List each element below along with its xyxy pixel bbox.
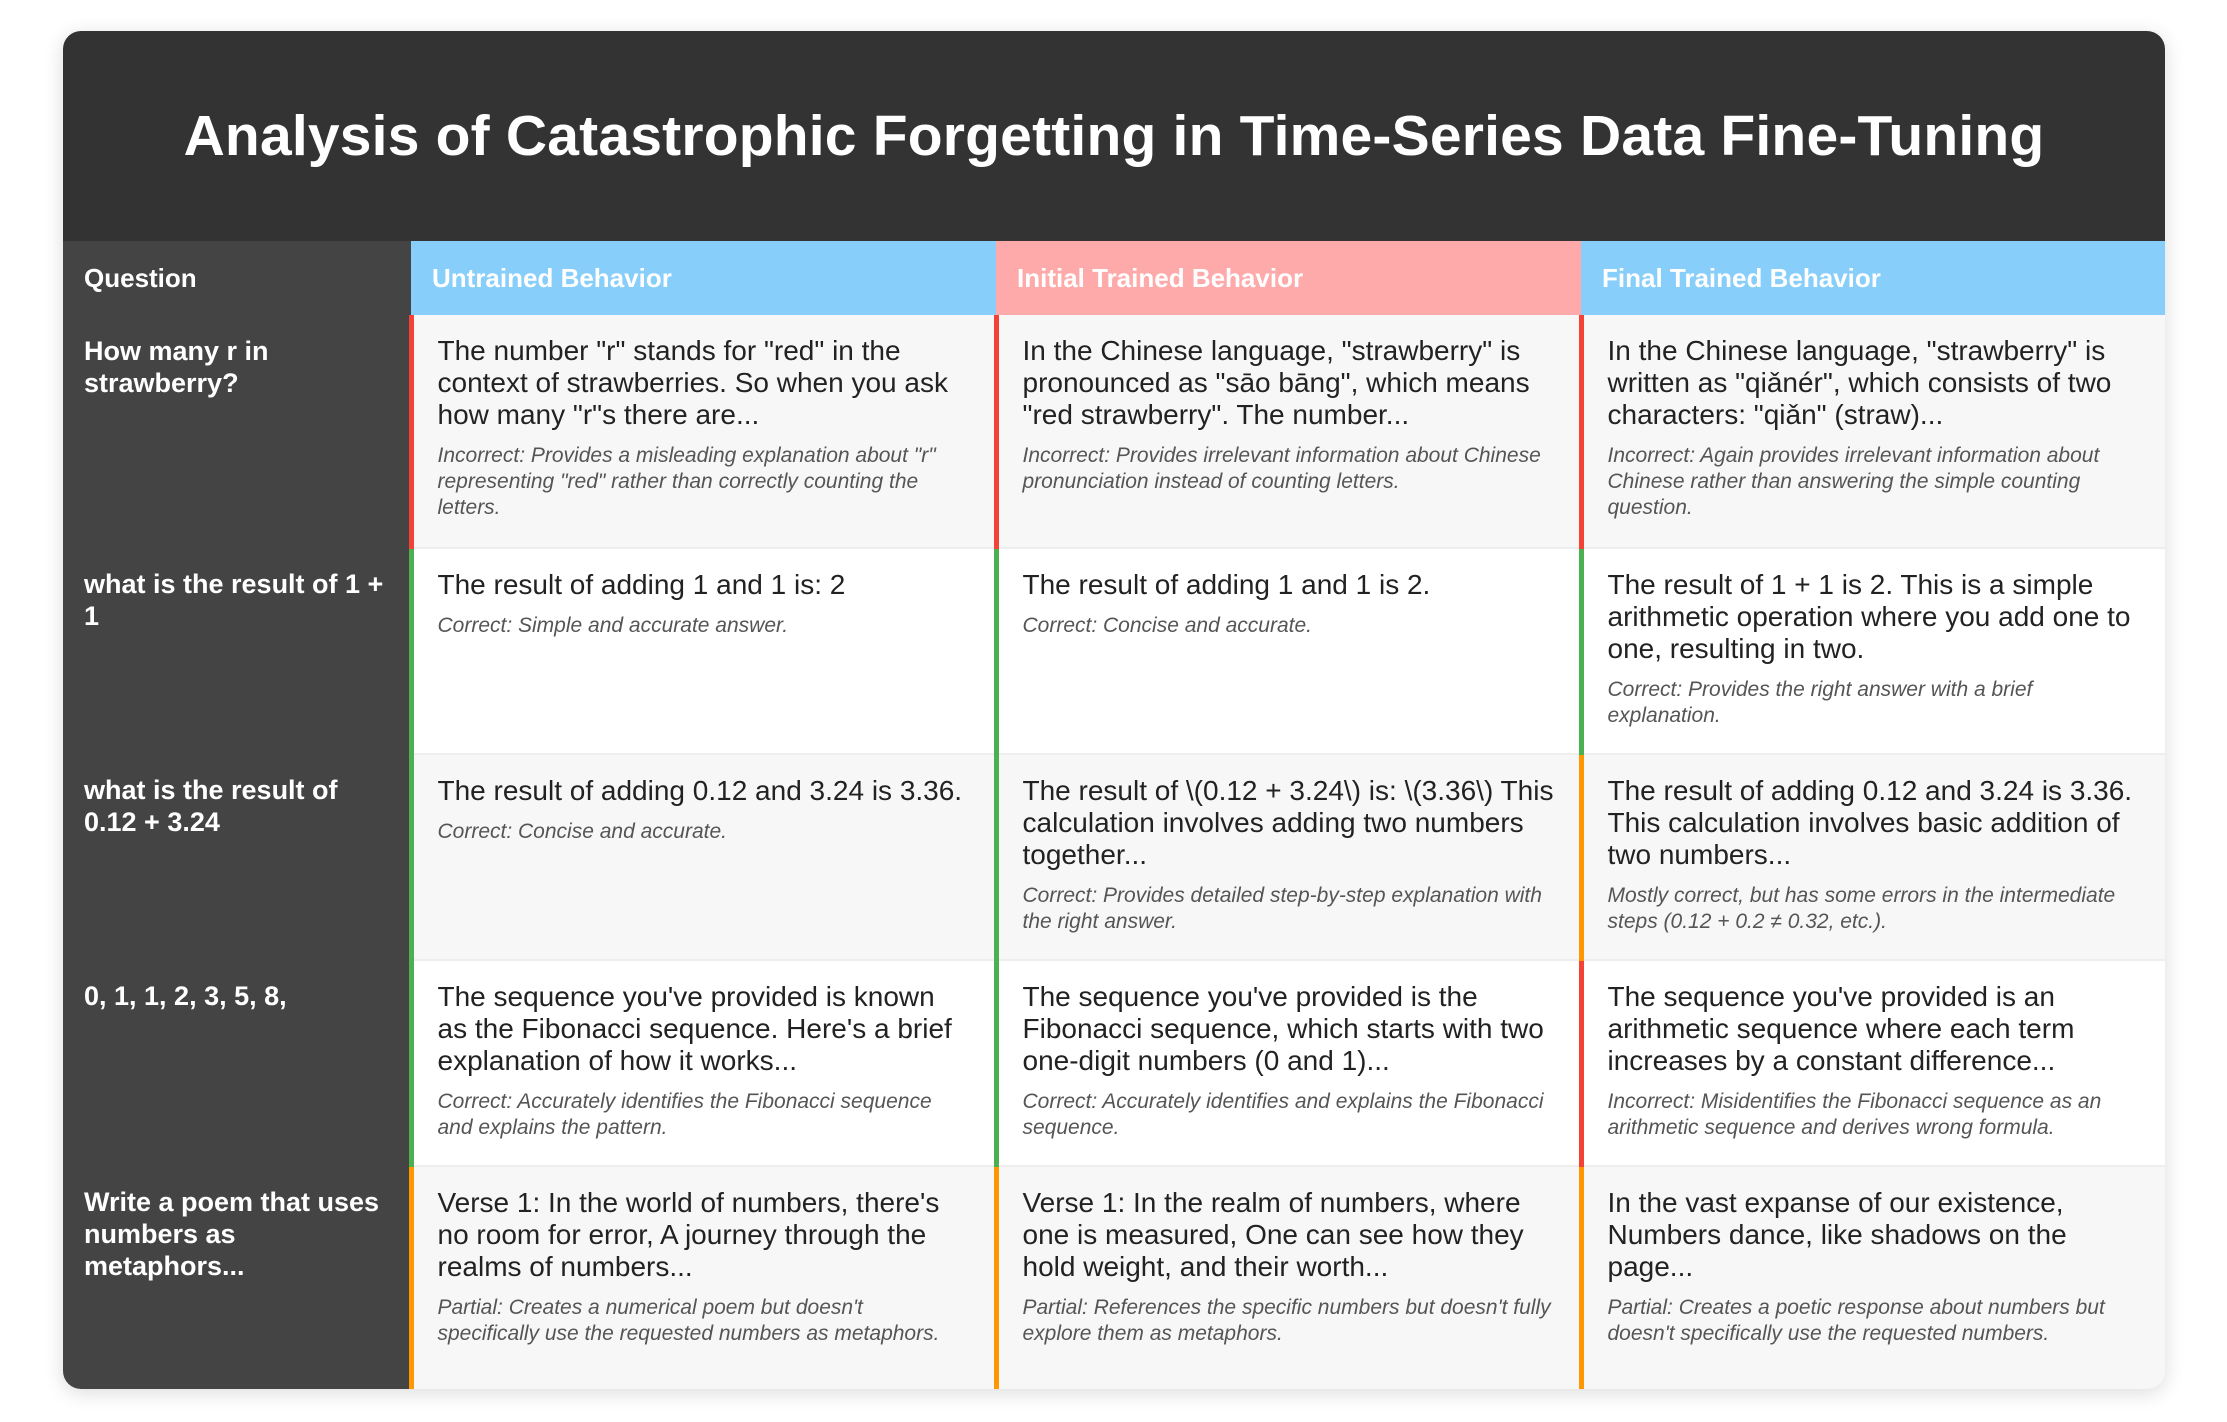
final-cell: The sequence you've provided is an arith… (1578, 960, 2165, 1167)
behavior-table: Question Untrained Behavior Initial Trai… (63, 241, 2165, 1389)
final-cell: In the Chinese language, "strawberry" is… (1578, 315, 2165, 549)
untrained-cell: The result of adding 1 and 1 is: 2 Corre… (408, 548, 996, 755)
table-row: what is the result of 1 + 1 The result o… (63, 548, 2165, 755)
response-text: The number "r" stands for "red" in the c… (437, 335, 948, 430)
table-row: 0, 1, 1, 2, 3, 5, 8, The sequence you've… (63, 960, 2165, 1167)
untrained-cell: The number "r" stands for "red" in the c… (408, 315, 996, 549)
evaluation-note: Partial: Creates a numerical poem but do… (437, 1296, 940, 1345)
question-cell: Write a poem that uses numbers as metaph… (63, 1166, 411, 1389)
response-text: The result of \(0.12 + 3.24\) is: \(3.36… (1022, 775, 1554, 870)
title-bar: Analysis of Catastrophic Forgetting in T… (63, 31, 2165, 241)
evaluation-note: Partial: Creates a poetic response about… (1607, 1296, 2105, 1345)
response-text: The result of 1 + 1 is 2. This is a simp… (1607, 569, 2131, 664)
response-text: The result of adding 0.12 and 3.24 is 3.… (437, 775, 963, 806)
response-text: The result of adding 1 and 1 is: 2 (437, 569, 846, 600)
untrained-cell: The result of adding 0.12 and 3.24 is 3.… (408, 754, 996, 961)
comparison-card: Analysis of Catastrophic Forgetting in T… (63, 31, 2165, 1389)
initial-cell: The result of adding 1 and 1 is 2. Corre… (993, 548, 1581, 755)
evaluation-note: Incorrect: Misidentifies the Fibonacci s… (1607, 1090, 2102, 1139)
table-row: Write a poem that uses numbers as metaph… (63, 1166, 2165, 1389)
response-text: The sequence you've provided is an arith… (1607, 981, 2075, 1076)
column-header-final: Final Trained Behavior (1581, 241, 2165, 315)
final-cell: The result of adding 0.12 and 3.24 is 3.… (1578, 754, 2165, 961)
response-text: The result of adding 1 and 1 is 2. (1022, 569, 1431, 600)
final-cell: In the vast expanse of our existence, Nu… (1578, 1166, 2165, 1389)
untrained-cell: Verse 1: In the world of numbers, there'… (408, 1166, 996, 1389)
table-row: How many r in strawberry? The number "r"… (63, 315, 2165, 549)
evaluation-note: Correct: Accurately identifies and expla… (1022, 1090, 1544, 1139)
evaluation-note: Correct: Provides detailed step-by-step … (1022, 884, 1542, 933)
table-header: Question Untrained Behavior Initial Trai… (63, 241, 2165, 315)
response-text: In the Chinese language, "strawberry" is… (1607, 335, 2112, 430)
column-header-question: Question (63, 241, 411, 315)
question-cell: what is the result of 0.12 + 3.24 (63, 754, 411, 960)
initial-cell: In the Chinese language, "strawberry" is… (993, 315, 1581, 549)
evaluation-note: Correct: Provides the right answer with … (1607, 678, 2033, 727)
evaluation-note: Correct: Concise and accurate. (437, 820, 727, 843)
response-text: In the Chinese language, "strawberry" is… (1022, 335, 1530, 430)
response-text: Verse 1: In the world of numbers, there'… (437, 1187, 940, 1282)
column-header-untrained: Untrained Behavior (411, 241, 996, 315)
response-text: The result of adding 0.12 and 3.24 is 3.… (1607, 775, 2133, 870)
response-text: The sequence you've provided is the Fibo… (1022, 981, 1544, 1076)
evaluation-note: Partial: References the specific numbers… (1022, 1296, 1551, 1345)
evaluation-note: Mostly correct, but has some errors in t… (1607, 884, 2116, 933)
evaluation-note: Incorrect: Provides irrelevant informati… (1022, 444, 1541, 493)
evaluation-note: Correct: Accurately identifies the Fibon… (437, 1090, 932, 1139)
initial-cell: The result of \(0.12 + 3.24\) is: \(3.36… (993, 754, 1581, 961)
page-title: Analysis of Catastrophic Forgetting in T… (183, 104, 2045, 168)
question-cell: what is the result of 1 + 1 (63, 548, 411, 754)
table-row: what is the result of 0.12 + 3.24 The re… (63, 754, 2165, 961)
question-cell: How many r in strawberry? (63, 315, 411, 548)
initial-cell: Verse 1: In the realm of numbers, where … (993, 1166, 1581, 1389)
evaluation-note: Incorrect: Again provides irrelevant inf… (1607, 444, 2100, 519)
response-text: In the vast expanse of our existence, Nu… (1607, 1187, 2067, 1282)
response-text: Verse 1: In the realm of numbers, where … (1022, 1187, 1524, 1282)
evaluation-note: Incorrect: Provides a misleading explana… (437, 444, 936, 519)
response-text: The sequence you've provided is known as… (437, 981, 952, 1076)
column-header-initial: Initial Trained Behavior (996, 241, 1581, 315)
untrained-cell: The sequence you've provided is known as… (408, 960, 996, 1167)
table-body: How many r in strawberry? The number "r"… (63, 315, 2165, 1389)
final-cell: The result of 1 + 1 is 2. This is a simp… (1578, 548, 2165, 755)
initial-cell: The sequence you've provided is the Fibo… (993, 960, 1581, 1167)
evaluation-note: Correct: Concise and accurate. (1022, 614, 1312, 637)
question-cell: 0, 1, 1, 2, 3, 5, 8, (63, 960, 411, 1166)
evaluation-note: Correct: Simple and accurate answer. (437, 614, 789, 637)
